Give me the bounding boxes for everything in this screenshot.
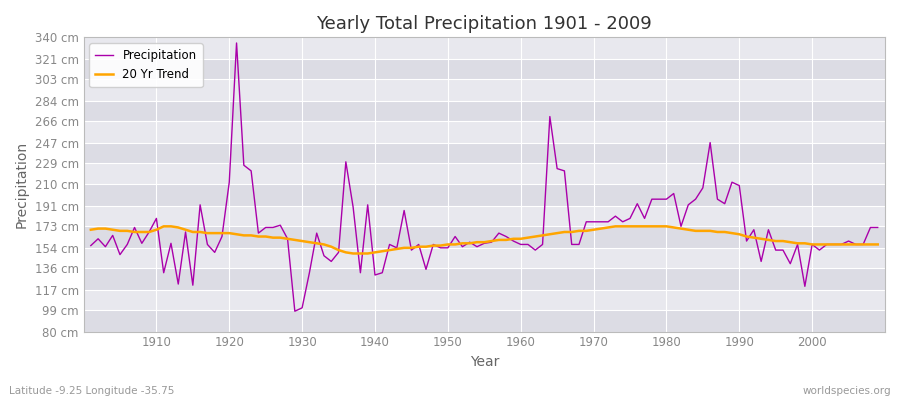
Precipitation <box>530 248 541 252</box>
Bar <box>84 206 885 226</box>
Bar <box>84 121 885 142</box>
Bar <box>84 37 885 59</box>
Bar <box>84 79 885 101</box>
Title: Yearly Total Precipitation 1901 - 2009: Yearly Total Precipitation 1901 - 2009 <box>317 15 652 33</box>
Bar <box>84 59 885 79</box>
Text: Latitude -9.25 Longitude -35.75: Latitude -9.25 Longitude -35.75 <box>9 386 175 396</box>
Precipitation <box>144 230 155 234</box>
20 Yr Trend <box>86 227 96 232</box>
20 Yr Trend <box>311 241 322 246</box>
Line: 20 Yr Trend: 20 Yr Trend <box>91 226 878 254</box>
X-axis label: Year: Year <box>470 355 499 369</box>
Bar <box>84 142 885 163</box>
20 Yr Trend <box>158 224 169 229</box>
Bar <box>84 184 885 206</box>
Bar <box>84 290 885 310</box>
20 Yr Trend <box>347 251 358 256</box>
Bar <box>84 248 885 268</box>
Precipitation <box>86 243 96 248</box>
Precipitation <box>617 220 628 224</box>
Legend: Precipitation, 20 Yr Trend: Precipitation, 20 Yr Trend <box>89 43 202 87</box>
Text: worldspecies.org: worldspecies.org <box>803 386 891 396</box>
20 Yr Trend <box>144 230 155 234</box>
Precipitation <box>872 225 883 230</box>
Line: Precipitation: Precipitation <box>91 43 878 311</box>
Precipitation <box>523 242 534 247</box>
20 Yr Trend <box>617 224 628 229</box>
20 Yr Trend <box>363 251 374 256</box>
Bar <box>84 163 885 184</box>
Precipitation <box>319 253 329 258</box>
20 Yr Trend <box>523 235 534 240</box>
Precipitation <box>363 202 374 207</box>
Bar <box>84 268 885 290</box>
Y-axis label: Precipitation: Precipitation <box>15 141 29 228</box>
Precipitation <box>290 309 301 314</box>
Precipitation <box>231 40 242 45</box>
Bar <box>84 226 885 248</box>
20 Yr Trend <box>530 234 541 239</box>
Bar <box>84 310 885 332</box>
Bar <box>84 101 885 121</box>
20 Yr Trend <box>872 242 883 247</box>
